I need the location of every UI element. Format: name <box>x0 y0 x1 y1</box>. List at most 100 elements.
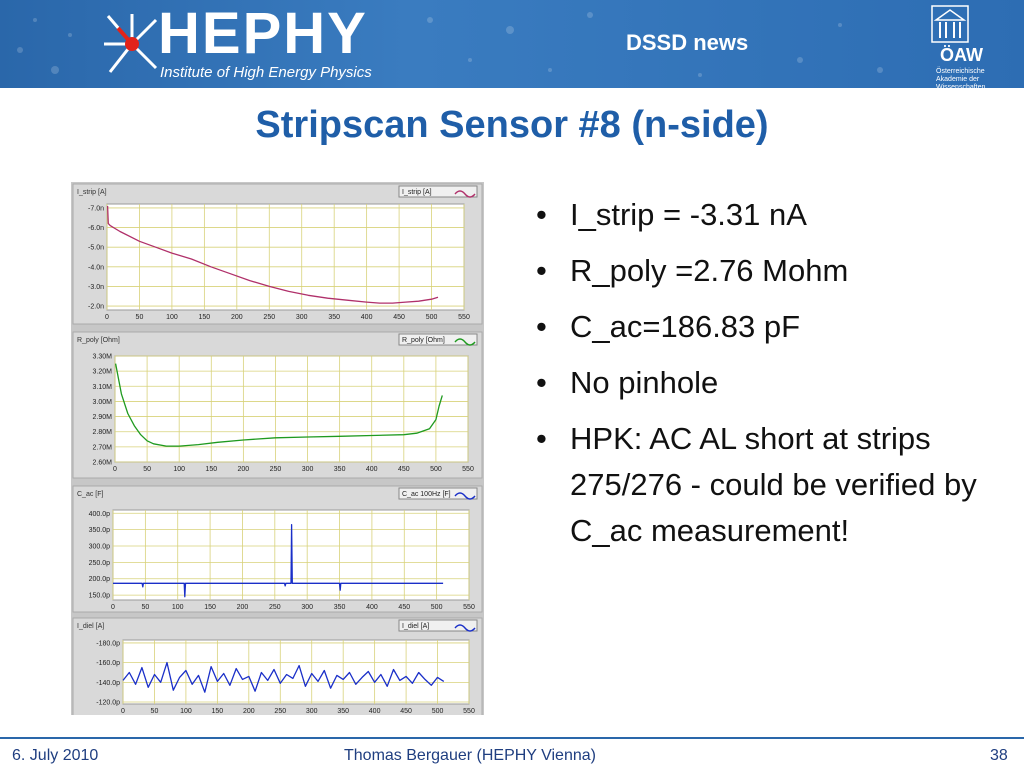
x-tick-label: 100 <box>172 604 184 611</box>
legend-swatch <box>454 624 476 632</box>
x-tick-label: 200 <box>243 708 255 715</box>
x-tick-label: 150 <box>204 604 216 611</box>
bullet-item: • I_strip = -3.31 nA <box>530 192 1000 238</box>
x-tick-label: 450 <box>400 708 412 715</box>
y-tick-label: 3.20M <box>93 369 113 376</box>
y-tick-label: 3.00M <box>93 399 113 406</box>
bullet-item: • HPK: AC AL short at strips 275/276 - co… <box>530 416 1000 554</box>
logo-text: HEPHY <box>158 1 368 66</box>
x-tick-label: 200 <box>238 466 250 473</box>
x-tick-label: 100 <box>180 708 192 715</box>
bullet-item: • No pinhole <box>530 360 1000 406</box>
x-tick-label: 500 <box>431 604 443 611</box>
x-tick-label: 300 <box>296 314 308 321</box>
x-tick-label: 200 <box>237 604 249 611</box>
bullet-item: • C_ac=186.83 pF <box>530 304 1000 350</box>
bullet-text: HPK: AC AL short at strips 275/276 - cou… <box>570 421 977 548</box>
legend-box <box>398 185 478 198</box>
y-tick-label: 150.0p <box>89 593 111 600</box>
x-tick-label: 0 <box>111 604 115 611</box>
x-tick-label: 150 <box>205 466 217 473</box>
x-tick-label: 550 <box>463 604 475 611</box>
y-tick-label: 400.0p <box>89 511 111 518</box>
footer-author: Thomas Bergauer (HEPHY Vienna) <box>344 747 596 764</box>
x-tick-label: 500 <box>426 314 438 321</box>
x-tick-label: 450 <box>398 604 410 611</box>
series-line <box>113 524 444 598</box>
panel-label: I_strip [A] <box>77 189 107 196</box>
legend-swatch <box>454 338 476 346</box>
x-tick-label: 350 <box>328 314 340 321</box>
legend-swatch <box>454 190 476 198</box>
x-tick-label: 250 <box>269 604 281 611</box>
bullet-list: • I_strip = -3.31 nA • R_poly =2.76 Mohm •… <box>530 192 1000 564</box>
y-tick-label: -3.0n <box>88 284 104 291</box>
x-tick-label: 350 <box>334 604 346 611</box>
y-tick-label: -7.0n <box>88 205 104 212</box>
y-tick-label: 2.70M <box>93 444 113 451</box>
panel-label: C_ac [F] <box>77 491 104 498</box>
y-tick-label: -4.0n <box>88 264 104 271</box>
y-tick-label: 250.0p <box>89 560 111 567</box>
x-tick-label: 400 <box>366 466 378 473</box>
series-line <box>106 205 439 304</box>
x-tick-label: 550 <box>463 708 475 715</box>
y-tick-label: 2.80M <box>93 429 113 436</box>
y-tick-label: 3.30M <box>93 354 113 361</box>
oaw-subtitle: Österreichische Akademie der Wissenschaf… <box>936 68 986 88</box>
slide-title: Stripscan Sensor #8 (n-side) <box>255 104 769 146</box>
panel-label: I_diel [A] <box>77 623 104 630</box>
series-line <box>122 661 445 693</box>
legend-label: I_diel [A] <box>402 623 429 630</box>
x-tick-label: 300 <box>301 604 313 611</box>
y-tick-label: 3.10M <box>93 384 113 391</box>
y-tick-label: 2.60M <box>93 460 113 467</box>
bullet-dot: • <box>536 253 547 288</box>
x-tick-label: 400 <box>361 314 373 321</box>
x-tick-label: 100 <box>173 466 185 473</box>
y-tick-label: -5.0n <box>88 245 104 252</box>
x-tick-label: 400 <box>366 604 378 611</box>
y-tick-label: -180.0p <box>96 640 120 647</box>
x-tick-label: 100 <box>166 314 178 321</box>
x-tick-label: 500 <box>430 466 442 473</box>
bullet-dot: • <box>536 309 547 344</box>
header-banner: HEPHY Institute of High Energy Physics D… <box>0 0 1024 88</box>
y-tick-label: 200.0p <box>89 576 111 583</box>
x-tick-label: 50 <box>141 604 149 611</box>
bullet-text: I_strip = -3.31 nA <box>570 197 807 232</box>
chart-panel: I_strip [A] I_strip [A] 0 50 100 150 200 250 300… <box>71 182 484 715</box>
x-tick-label: 50 <box>143 466 151 473</box>
x-tick-label: 450 <box>393 314 405 321</box>
series-line <box>114 363 443 447</box>
legend-label: I_strip [A] <box>402 189 432 196</box>
stripscan-charts: I_strip [A] I_strip [A] 0 50 100 150 200 250 300… <box>72 183 483 715</box>
legend-box <box>398 487 478 500</box>
y-tick-label: -120.0p <box>96 700 120 707</box>
y-tick-label: 300.0p <box>89 544 111 551</box>
x-tick-label: 400 <box>369 708 381 715</box>
x-tick-label: 200 <box>231 314 243 321</box>
y-tick-label: -6.0n <box>88 225 104 232</box>
footer-date: 6. July 2010 <box>12 747 99 764</box>
plot-area <box>106 203 465 311</box>
legend-box <box>398 619 478 632</box>
x-tick-label: 0 <box>113 466 117 473</box>
panel-label: R_poly [Ohm] <box>77 337 120 344</box>
bullet-text: C_ac=186.83 pF <box>570 309 801 344</box>
x-tick-label: 350 <box>334 466 346 473</box>
page-number: 38 <box>990 747 1008 764</box>
x-tick-label: 150 <box>212 708 224 715</box>
x-tick-label: 550 <box>458 314 470 321</box>
x-tick-label: 250 <box>274 708 286 715</box>
plot-area <box>114 355 469 463</box>
y-tick-label: -160.0p <box>96 660 120 667</box>
x-tick-label: 250 <box>270 466 282 473</box>
legend-label: R_poly [Ohm] <box>402 337 445 344</box>
y-tick-label: 350.0p <box>89 527 111 534</box>
y-tick-label: 2.90M <box>93 414 113 421</box>
x-tick-label: 450 <box>398 466 410 473</box>
legend-label: C_ac 100Hz [F] <box>402 491 451 498</box>
oaw-name: ÖAW <box>940 45 983 65</box>
hephy-logo: HEPHY Institute of High Energy Physics <box>100 1 400 84</box>
